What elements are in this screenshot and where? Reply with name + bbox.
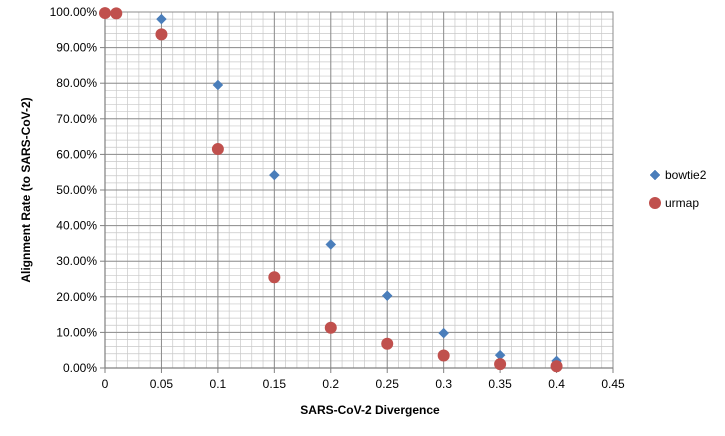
x-tick-label: 0.2 <box>322 377 339 391</box>
x-tick-label: 0.05 <box>150 377 174 391</box>
x-tick-label: 0.35 <box>488 377 512 391</box>
y-tick-label: 100.00% <box>50 5 98 19</box>
x-tick-label: 0 <box>102 377 109 391</box>
y-tick-label: 0.00% <box>63 361 97 375</box>
x-tick-labels: 0 0.05 0.1 0.15 0.2 0.25 0.3 0.35 0.4 0.45 <box>102 377 625 391</box>
x-tick-label: 0.45 <box>601 377 625 391</box>
bowtie2-point <box>438 327 450 339</box>
legend-label-bowtie2: bowtie2 <box>665 168 707 182</box>
urmap-point <box>437 349 450 362</box>
legend-marker-bowtie2 <box>649 169 661 181</box>
urmap-point <box>268 271 281 284</box>
y-tick-label: 20.00% <box>56 290 97 304</box>
bowtie2-point <box>156 13 167 25</box>
axes <box>100 11 614 373</box>
x-tick-label: 0.25 <box>376 377 400 391</box>
urmap-point <box>550 360 563 373</box>
bowtie2-point <box>325 239 337 250</box>
legend-label-urmap: urmap <box>665 196 699 210</box>
bowtie2-point <box>268 169 280 181</box>
legend: bowtie2 urmap <box>649 168 707 210</box>
x-axis-title: SARS-CoV-2 Divergence <box>300 403 440 417</box>
urmap-point <box>494 358 507 371</box>
y-tick-label: 80.00% <box>56 76 97 90</box>
legend-marker-urmap <box>649 197 661 209</box>
urmap-point <box>211 143 224 156</box>
y-tick-label: 10.00% <box>56 325 97 339</box>
bowtie2-point <box>381 290 393 302</box>
y-tick-labels: 0.00% 10.00% 20.00% 30.00% 40.00% 50.00% 60.00… <box>50 5 98 375</box>
y-axis-title: Alignment Rate (to SARS-CoV-2) <box>19 97 33 282</box>
data-points <box>99 7 563 373</box>
urmap-point <box>110 7 123 20</box>
y-tick-label: 40.00% <box>56 219 97 233</box>
x-tick-label: 0.1 <box>210 377 227 391</box>
x-tick-label: 0.4 <box>548 377 565 391</box>
urmap-point <box>381 337 394 350</box>
y-tick-label: 90.00% <box>56 41 97 55</box>
major-gridlines <box>104 11 614 369</box>
urmap-point <box>155 28 168 41</box>
urmap-point <box>324 321 337 334</box>
bowtie2-point <box>212 79 224 91</box>
urmap-point <box>99 7 111 20</box>
y-tick-label: 60.00% <box>56 147 97 161</box>
y-tick-label: 70.00% <box>56 112 97 126</box>
y-tick-label: 30.00% <box>56 254 97 268</box>
x-tick-label: 0.3 <box>435 377 452 391</box>
y-tick-label: 50.00% <box>56 183 97 197</box>
x-tick-label: 0.15 <box>263 377 287 391</box>
